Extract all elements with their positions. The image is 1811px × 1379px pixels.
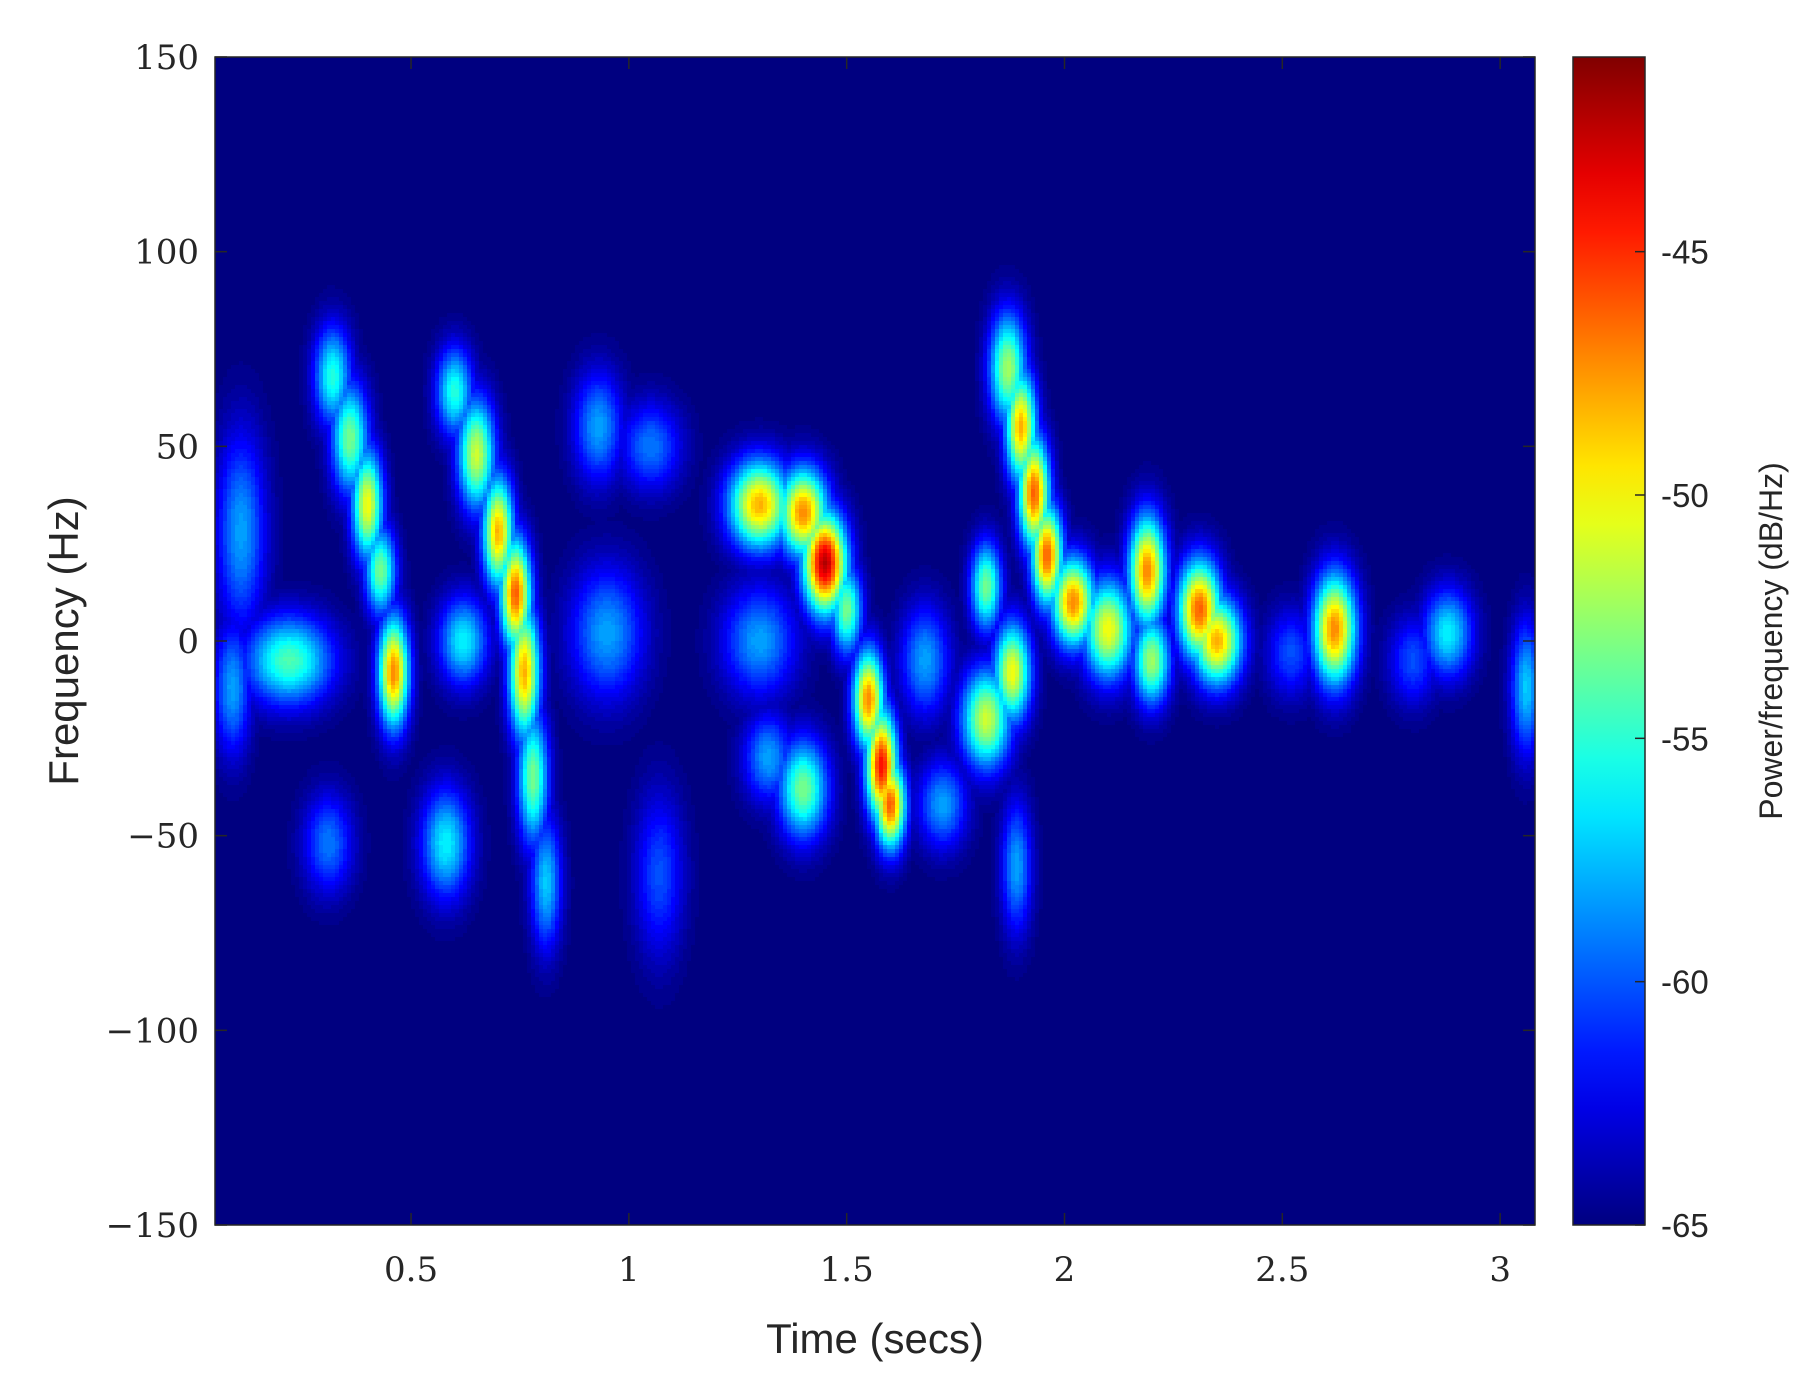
x-axis: 0.5 1 1.5 2 2.5 3 [384, 57, 1511, 1290]
y-tick-label: −100 [106, 1011, 199, 1051]
x-tick-label: 0.5 [384, 1250, 438, 1290]
plot-area [214, 56, 1536, 1226]
colorbar-frame [1572, 56, 1646, 1226]
x-tick-label: 3 [1489, 1250, 1511, 1290]
y-tick-label: −50 [127, 817, 199, 857]
colorbar-tick-label: -50 [1661, 477, 1709, 514]
x-tick-label: 2 [1054, 1250, 1076, 1290]
colorbar-tick-label: -60 [1661, 964, 1709, 1001]
colorbar: -45 -50 -55 -60 -65 Power/frequency (dB/Hz) [1572, 56, 1789, 1244]
y-tick-label: 0 [177, 622, 199, 662]
y-tick-label: 50 [156, 427, 199, 467]
colorbar-tick-label: -55 [1661, 720, 1709, 757]
colorbar-tick-label: -45 [1661, 234, 1709, 271]
x-tick-label: 1.5 [820, 1250, 874, 1290]
colorbar-tick-label: -65 [1661, 1207, 1709, 1244]
y-axis-label: Frequency (Hz) [40, 496, 87, 785]
y-tick-label: −150 [106, 1206, 199, 1246]
x-axis-label: Time (secs) [766, 1315, 984, 1362]
x-tick-label: 2.5 [1255, 1250, 1309, 1290]
y-tick-label: 100 [134, 233, 199, 273]
y-axis: 150 100 50 0 −50 −100 −150 [106, 38, 1535, 1246]
y-tick-label: 150 [134, 38, 199, 78]
colorbar-label: Power/frequency (dB/Hz) [1753, 462, 1789, 819]
colorbar-gradient [1573, 57, 1645, 1225]
colorbar-ticks: -45 -50 -55 -60 -65 [1635, 234, 1709, 1244]
x-tick-label: 1 [618, 1250, 640, 1290]
